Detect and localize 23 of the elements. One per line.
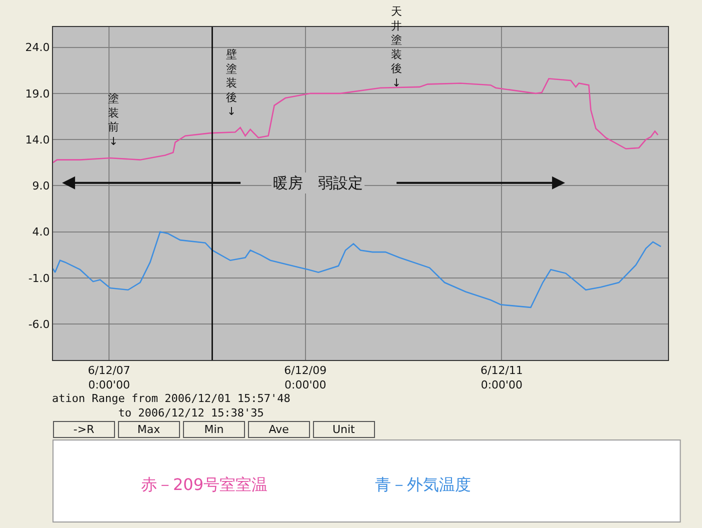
y-tick-label: 24.0	[25, 41, 50, 54]
x-tick-label: 6/12/09 0:00'00	[284, 364, 327, 392]
y-tick-label: 4.0	[32, 226, 50, 239]
y-tick-label: -6.0	[28, 318, 50, 331]
text: ->R	[73, 423, 95, 436]
y-tick-label: 14.0	[25, 133, 50, 146]
x-tick-label: 6/12/07 0:00'00	[88, 364, 130, 392]
text: 青－外気温度	[375, 475, 471, 494]
line-series	[53, 78, 659, 164]
annotation: 暖房 弱設定	[273, 174, 363, 192]
y-tick-label: 19.0	[25, 87, 50, 100]
text: Ave	[268, 423, 290, 436]
text: ation Range from 2006/12/01 15:57'48 to 2006/12/12 15:38'35	[52, 392, 290, 420]
text: Unit	[332, 423, 356, 436]
x-tick-label: 6/12/11 0:00'00	[480, 364, 523, 392]
annotation: 壁塗装後↓	[226, 48, 237, 118]
y-tick-label: 9.0	[32, 180, 50, 193]
line-series	[53, 231, 662, 308]
text: Max	[137, 423, 161, 436]
y-tick-label: -1.0	[28, 272, 50, 285]
text: 赤－209号室室温	[141, 475, 268, 494]
annotation: 塗装前↓	[108, 92, 119, 148]
text: Min	[204, 423, 224, 436]
